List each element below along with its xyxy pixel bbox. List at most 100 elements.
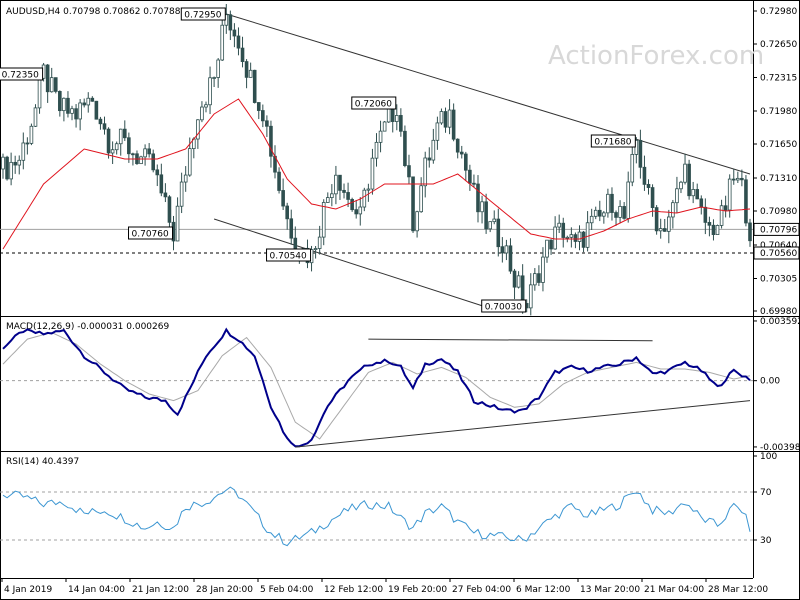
candle-body [325,197,330,203]
macd-trendline-0 [368,338,653,342]
candle-body [49,77,54,93]
candle-body [699,198,704,208]
macd-label: MACD(12,26,9) -0.000031 0.000269 [6,322,169,332]
watermark: ActionForex.com [548,41,764,71]
price-tag-label: 0.70796 [760,225,797,235]
candle-body [382,121,387,132]
candle-body [70,108,74,114]
candle-body [622,206,626,219]
price-trendlines [213,13,751,312]
price-tick-label: 0.70980 [760,207,797,217]
time-tick-label: 14 Jan 04:00 [68,585,125,595]
time-tick-label: 19 Feb 20:00 [388,585,447,595]
annotation-label: 0.72350 [2,71,39,81]
time-tick-label: 6 Mar 12:00 [516,585,571,595]
candle-body [431,139,436,161]
price-tick-label: 0.71980 [760,107,797,117]
candle-body [573,234,578,242]
annotation-label: 0.70760 [132,230,169,240]
candle-body [671,202,675,218]
candle-body [740,177,744,181]
trendline-1 [213,218,499,312]
candle-body [549,239,553,250]
time-tick-label: 5 Feb 04:00 [260,585,314,595]
candle-body [748,222,752,242]
price-tick-label: 0.69980 [760,307,797,317]
candle-body [187,148,192,176]
candle-body [642,166,647,185]
candle-body [419,185,423,213]
candle-body [163,192,168,198]
candle-body [37,77,42,109]
candle-body [317,236,322,249]
candle-body [277,171,281,191]
candle-body [118,128,123,145]
candle-body [394,115,399,122]
time-tick-label: 21 Jan 12:00 [132,585,189,595]
candle-body [468,169,472,184]
rsi-tick-label: 70 [760,488,772,498]
candle-body [155,169,160,176]
candle-body [423,157,428,187]
candle-body [687,163,691,197]
annotation-box [128,226,174,240]
candle-body [464,153,468,171]
macd-tick-label: 0.003592 [760,317,800,327]
price-tick-label: 0.72650 [760,40,797,50]
candle-body [585,222,590,248]
candle-body [281,190,285,207]
candle-body [244,61,249,78]
candle-body [386,107,391,123]
candle-body [459,151,464,155]
candle-body [553,226,557,250]
candle-body [94,100,99,120]
candle-body [451,109,456,140]
candle-body [78,102,82,120]
macd-trendline-1 [295,400,751,448]
candle-body [476,183,480,213]
candle-body [390,107,395,122]
candle-body [313,248,318,251]
candle-body [744,179,748,224]
annotation-box [0,67,44,81]
candle-body [53,77,58,92]
candle-body [569,234,574,238]
candle-body [500,246,505,254]
candle-body [175,205,180,242]
candle-body [159,174,164,194]
annotation-box [266,248,312,262]
candle-body [261,110,265,122]
time-axis: 4 Jan 2019 14 Jan 04:00 21 Jan 12:00 28 Jan… [1,578,768,595]
candle-body [561,222,566,238]
candle-body [110,149,115,154]
price-tick-label: 0.70640 [760,241,797,251]
candle-body [269,125,273,157]
candle-body [21,142,26,161]
candle-body [407,165,411,178]
macd-pane: 0.003592 0.00 -0.003986 [0,317,800,453]
candle-body [545,239,549,258]
candle-body [480,201,484,213]
candle-body [17,159,22,166]
candle-body [496,218,501,248]
candle-body [330,193,334,198]
price-tag [753,246,800,260]
candle-body [74,108,78,120]
candle-body [435,122,440,141]
candle-body [143,148,147,158]
candle-body [602,212,606,217]
candle-body [679,181,683,190]
candle-body [736,177,740,181]
time-tick-label: 12 Feb 12:00 [324,585,383,595]
time-tick-label: 28 Jan 20:00 [196,585,253,595]
macd-tick-label: 0.00 [760,377,780,387]
candle-body [731,178,736,181]
candle-body [541,256,545,283]
ma-line [2,98,751,250]
candle-body [638,139,643,168]
time-tick-label: 28 Mar 12:00 [708,585,768,595]
time-tick-label: 4 Jan 2019 [4,585,52,595]
price-tick-label: 0.72980 [760,7,797,17]
